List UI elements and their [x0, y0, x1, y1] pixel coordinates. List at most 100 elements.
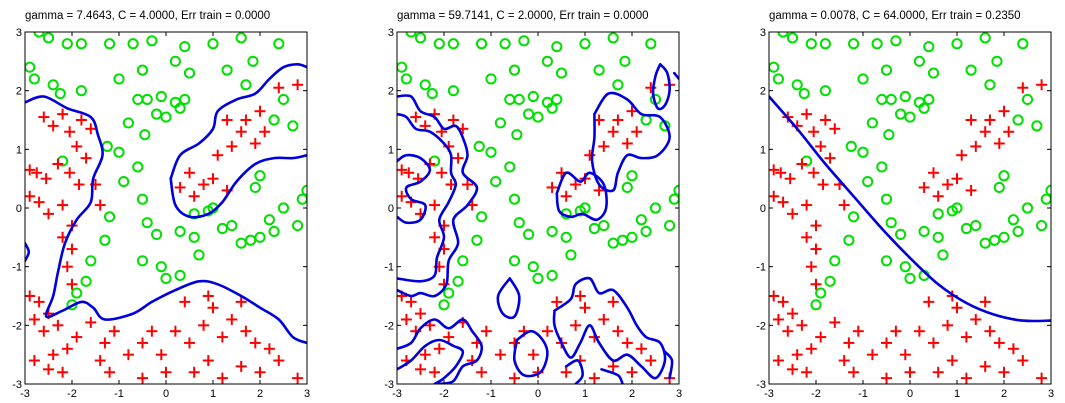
y-tick-label: -1	[384, 262, 394, 274]
circle-marker	[815, 287, 827, 299]
cross-marker	[881, 372, 892, 384]
circle-marker	[621, 181, 633, 194]
cross-marker	[28, 355, 40, 367]
cross-marker	[970, 140, 982, 152]
cross-marker	[61, 343, 73, 355]
circle-marker	[923, 93, 935, 106]
cross-marker	[993, 337, 1005, 349]
circle-marker	[160, 272, 172, 284]
cross-marker	[824, 152, 836, 164]
circle-marker	[617, 234, 629, 246]
circle-marker	[136, 193, 149, 205]
x-tick-label: 0	[163, 388, 169, 400]
circle-marker	[810, 299, 822, 311]
circle-marker	[146, 35, 158, 47]
circle-marker	[1031, 120, 1043, 132]
cross-marker	[75, 114, 87, 126]
cross-marker	[207, 173, 219, 185]
circle-marker	[880, 64, 893, 76]
y-tick-label: 0	[16, 203, 22, 215]
circle-marker	[174, 102, 186, 114]
y-tick-label: -3	[384, 379, 394, 391]
cross-marker	[240, 325, 252, 337]
cross-marker	[928, 337, 939, 349]
cross-marker	[782, 325, 794, 337]
circle-marker	[640, 225, 652, 238]
cross-marker	[436, 167, 448, 179]
circle-marker	[883, 129, 895, 141]
cross-marker	[1007, 343, 1019, 355]
x-tick-label: -3	[392, 388, 402, 400]
decision-boundary	[496, 277, 521, 320]
cross-marker	[626, 366, 638, 378]
circle-marker	[1036, 220, 1048, 232]
circle-marker	[791, 79, 803, 91]
circle-marker	[443, 287, 455, 299]
circle-marker	[824, 275, 836, 287]
circle-marker	[160, 111, 172, 123]
cross-marker	[626, 105, 638, 117]
cross-marker	[64, 167, 76, 179]
circle-marker	[433, 38, 445, 50]
cross-marker	[598, 140, 610, 152]
cross-marker	[64, 126, 76, 138]
circle-marker	[991, 55, 1003, 67]
circle-marker	[932, 231, 944, 243]
cross-marker	[28, 313, 40, 325]
cross-marker	[796, 158, 808, 170]
cross-marker	[452, 152, 464, 164]
circle-marker	[485, 73, 497, 85]
cross-marker	[443, 331, 455, 343]
cross-marker	[174, 181, 186, 193]
cross-marker	[852, 325, 864, 337]
circle-marker	[1021, 93, 1034, 106]
circle-marker	[551, 93, 563, 106]
circle-marker	[1007, 214, 1020, 226]
cross-marker	[254, 366, 266, 378]
y-tick-label: 3	[760, 27, 766, 39]
cross-marker	[866, 349, 878, 361]
decision-boundary	[397, 153, 432, 225]
cross-marker	[984, 325, 996, 337]
circle-marker	[139, 129, 151, 141]
cross-marker	[960, 372, 972, 384]
cross-marker	[99, 337, 111, 349]
cross-marker	[808, 126, 820, 138]
y-tick-label: 1	[16, 144, 22, 156]
x-tick-label: 2	[1001, 388, 1007, 400]
cross-marker	[57, 108, 69, 120]
cross-marker	[810, 278, 822, 290]
plot-data	[25, 32, 307, 384]
cross-marker	[43, 363, 54, 375]
decision-boundary	[663, 350, 674, 380]
plot-area	[397, 32, 679, 384]
cross-marker	[71, 331, 83, 343]
circle-marker	[447, 85, 459, 97]
circle-marker	[75, 38, 88, 50]
cross-marker	[984, 114, 996, 126]
cross-marker	[480, 325, 492, 337]
cross-marker	[273, 355, 285, 367]
cross-marker	[33, 296, 45, 308]
cross-marker	[998, 105, 1010, 117]
cross-marker	[918, 181, 930, 193]
cross-marker	[769, 164, 780, 176]
circle-marker	[405, 32, 417, 38]
cross-marker	[801, 366, 813, 378]
cross-marker	[462, 179, 473, 191]
circle-marker	[132, 161, 144, 173]
circle-marker	[273, 38, 285, 50]
circle-marker	[508, 193, 521, 205]
chart-title: gamma = 7.4643, C = 4.0000, Err train = …	[25, 10, 270, 22]
cross-marker	[560, 190, 572, 202]
circle-marker	[885, 217, 897, 229]
cross-marker	[38, 325, 50, 337]
circle-marker	[532, 111, 544, 123]
cross-marker	[155, 349, 167, 361]
circle-marker	[918, 225, 930, 238]
circle-marker	[80, 275, 92, 287]
y-tick-label: 3	[16, 27, 22, 39]
x-tick-label: 3	[304, 388, 310, 400]
circle-marker	[104, 38, 116, 50]
cross-marker	[80, 152, 92, 164]
